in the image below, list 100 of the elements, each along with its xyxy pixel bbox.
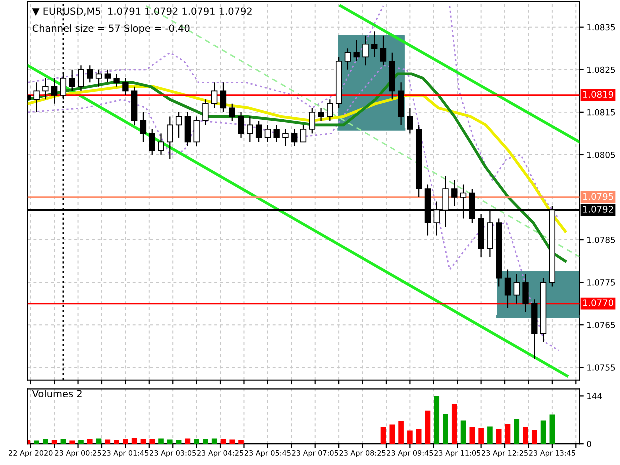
bar (105, 440, 111, 444)
candlestick (452, 180, 458, 207)
candlestick (87, 65, 94, 84)
candlestick (194, 116, 200, 148)
candlestick (176, 112, 182, 139)
bar (60, 439, 66, 444)
bar (416, 429, 422, 444)
candlestick (34, 82, 40, 113)
candlestick (309, 108, 316, 134)
candlestick (140, 112, 147, 143)
ref-line-label: 1.0770 (583, 300, 614, 306)
candlestick (158, 133, 164, 156)
bar (540, 420, 546, 444)
bar (220, 439, 226, 444)
y-tick-label: 144 (588, 393, 602, 400)
candlestick (380, 35, 387, 66)
candlestick (264, 124, 272, 143)
candlestick (514, 273, 520, 304)
candlestick (292, 128, 298, 148)
bar (523, 427, 528, 444)
candlestick (104, 69, 111, 84)
chart-title: Volumes 2 (32, 390, 82, 398)
text: ▼ EURUSD,M5 1.0791 1.0792 1.0791 1.0792 (32, 8, 252, 16)
candlestick (238, 112, 244, 139)
candlestick (282, 128, 289, 148)
bar (43, 439, 48, 444)
ref-line-label: 1.0819 (583, 91, 614, 98)
candlestick (122, 78, 129, 96)
bar (425, 410, 431, 444)
candlestick (504, 269, 512, 309)
bar (514, 419, 520, 444)
y-tick-label: 1.0755 (588, 364, 616, 371)
bar (230, 440, 236, 444)
bar (478, 428, 484, 444)
bar (532, 430, 538, 444)
candlestick (69, 69, 76, 92)
bar (194, 439, 200, 444)
bar (87, 439, 93, 444)
y-tick-label: 1.0785 (588, 237, 616, 244)
candlestick (327, 99, 334, 122)
text: Channel size = 57 Slope = -0.40 (32, 24, 190, 34)
bar (452, 404, 458, 444)
bar (158, 438, 164, 444)
candlestick (372, 31, 378, 58)
candlestick (344, 48, 352, 70)
y-tick-label: 1.0765 (588, 322, 616, 328)
candlestick (96, 69, 102, 88)
bar (460, 420, 466, 444)
candlestick (220, 82, 227, 113)
candlestick (114, 74, 120, 88)
candlestick (78, 65, 84, 92)
bar (78, 440, 84, 444)
bar (123, 439, 128, 444)
bar (505, 424, 511, 444)
bar (176, 440, 182, 444)
candlestick (318, 108, 324, 122)
bar (408, 430, 413, 444)
ref-line-label: 1.0792 (583, 206, 614, 213)
candlestick (362, 35, 369, 66)
bar (70, 440, 76, 444)
bar (203, 439, 208, 444)
candlestick (247, 116, 254, 143)
bar (212, 438, 218, 444)
line-series (28, 72, 567, 263)
bar (52, 440, 58, 444)
bar (140, 439, 146, 444)
candlestick (407, 108, 414, 134)
bar (488, 426, 493, 444)
candlestick (256, 120, 262, 143)
y-tick-label: 1.0775 (588, 280, 616, 286)
y-tick-label: 0 (587, 441, 592, 448)
bar (34, 440, 40, 444)
y-tick-label: 1.0815 (588, 109, 616, 116)
ref-line-label: 1.0795 (583, 193, 614, 200)
candlestick (354, 40, 360, 62)
y-tick-label: 1.0835 (588, 24, 616, 31)
candlestick (274, 124, 280, 143)
candlestick (42, 78, 49, 100)
bar (443, 414, 448, 444)
candlestick (522, 273, 529, 313)
bar (132, 438, 138, 444)
candlestick (229, 103, 236, 122)
bar (398, 421, 404, 444)
bar (380, 427, 386, 444)
bar (390, 424, 396, 444)
bar (238, 440, 244, 444)
candlestick (300, 124, 307, 143)
candlestick (51, 78, 58, 104)
y-tick-label: 1.0805 (588, 152, 616, 158)
candlestick (212, 82, 218, 109)
y-tick-label: 1.0825 (588, 66, 616, 74)
candlestick (167, 116, 174, 160)
bar (550, 414, 556, 444)
bar (114, 440, 120, 444)
bar (150, 439, 156, 444)
bar (434, 396, 440, 444)
candlestick (149, 128, 156, 156)
bar (167, 440, 173, 444)
bar (496, 429, 502, 444)
candlestick (202, 99, 209, 126)
